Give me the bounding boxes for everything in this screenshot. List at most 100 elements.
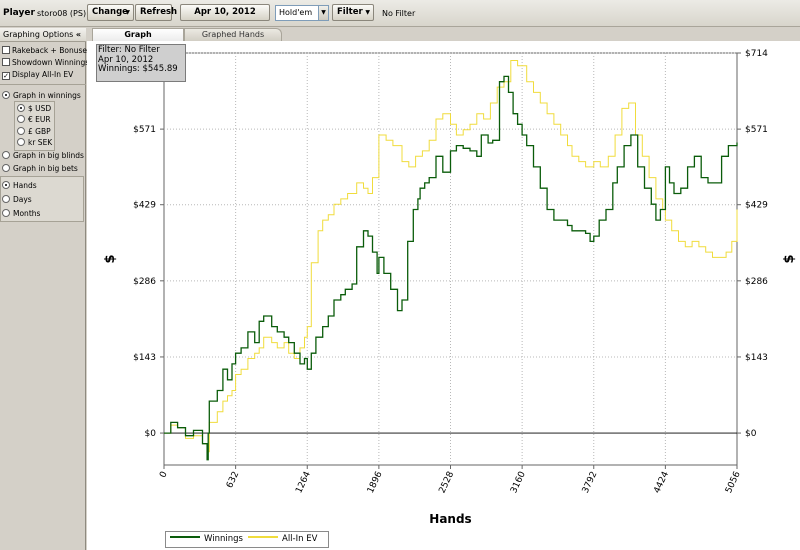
- change-button[interactable]: Change ▼: [87, 4, 134, 21]
- filter-button-label: Filter: [337, 7, 363, 17]
- rakeback-checkbox[interactable]: Rakeback + Bonuses: [2, 45, 91, 56]
- y-tick-label-right: $714: [745, 49, 768, 59]
- radio-icon: [2, 181, 10, 189]
- y-tick-label-left: $0: [145, 429, 157, 439]
- allin-ev-line: [164, 60, 738, 453]
- x-tick-label: 2528: [437, 470, 456, 495]
- days-radio[interactable]: Days: [2, 194, 32, 205]
- hands-label: Hands: [13, 181, 37, 190]
- game-value: Hold'em: [279, 8, 313, 17]
- winnings-line: [164, 75, 738, 461]
- x-tick-label: 4424: [652, 470, 671, 495]
- currency-gbp-label: £ GBP: [28, 127, 51, 136]
- player-label: Player: [3, 8, 35, 18]
- legend-swatch-winnings: [170, 536, 200, 538]
- graphing-options-header: Graphing Options «: [0, 28, 86, 42]
- chevron-down-icon: ▼: [125, 9, 130, 16]
- checkbox-icon: [2, 58, 10, 66]
- showdown-winnings-checkbox[interactable]: Showdown Winnings: [2, 57, 89, 68]
- graph-in-big-bets-radio[interactable]: Graph in big bets: [2, 163, 78, 174]
- legend-label-allin-ev: All-In EV: [282, 534, 318, 544]
- y-tick-label-left: $286: [133, 277, 156, 287]
- top-toolbar: Player storo08 (PS) Change ▼ Refresh Apr…: [0, 0, 800, 27]
- radio-icon: [17, 138, 25, 146]
- radio-icon: [17, 115, 25, 123]
- currency-eur-radio[interactable]: € EUR: [17, 114, 51, 125]
- chevron-down-icon: ▼: [318, 6, 328, 20]
- radio-icon: [17, 127, 25, 135]
- y-tick-label-left: $429: [133, 201, 156, 211]
- y-tick-label-right: $286: [745, 277, 768, 287]
- tab-graphed-hands[interactable]: Graphed Hands: [184, 28, 282, 41]
- x-tick-label: 1264: [294, 470, 313, 495]
- x-tick-label: 3792: [581, 470, 600, 495]
- y-tick-label-right: $0: [745, 429, 757, 439]
- legend-item-allin-ev: All-In EV: [248, 535, 317, 544]
- currency-gbp-radio[interactable]: £ GBP: [17, 126, 51, 137]
- display-allin-ev-checkbox[interactable]: ✓ Display All-In EV: [2, 69, 73, 80]
- refresh-button-label: Refresh: [140, 7, 178, 17]
- radio-icon: [2, 195, 10, 203]
- x-tick-label: 1896: [366, 470, 385, 495]
- months-radio[interactable]: Months: [2, 208, 40, 219]
- currency-eur-label: € EUR: [28, 115, 51, 124]
- info-box: Filter: No Filter Apr 10, 2012 Winnings:…: [96, 44, 186, 82]
- radio-icon: [17, 104, 25, 112]
- graph-in-big-blinds-radio[interactable]: Graph in big blinds: [2, 150, 84, 161]
- big-bets-label: Graph in big bets: [13, 164, 78, 173]
- x-axis-mode-group: [0, 176, 84, 222]
- divider: [0, 84, 86, 85]
- rakeback-label: Rakeback + Bonuses: [12, 46, 91, 55]
- x-tick-label: 0: [158, 470, 170, 480]
- allin-ev-label: Display All-In EV: [12, 70, 74, 79]
- date-value: Apr 10, 2012: [194, 7, 256, 17]
- y-axis-label-left: $: [103, 254, 118, 263]
- filter-button[interactable]: Filter ▼: [332, 4, 374, 21]
- currency-usd-radio[interactable]: $ USD: [17, 103, 51, 114]
- y-tick-label-left: $143: [133, 353, 156, 363]
- date-button[interactable]: Apr 10, 2012: [180, 4, 270, 21]
- legend-item-winnings: Winnings: [170, 535, 243, 544]
- y-tick-label-right: $571: [745, 125, 768, 135]
- game-select[interactable]: Hold'em ▼: [275, 5, 329, 21]
- y-axis-label-right: $: [782, 254, 797, 263]
- graph-in-winnings-label: Graph in winnings: [13, 91, 81, 100]
- radio-icon: [2, 164, 10, 172]
- winnings-chart: 0 632 1264 1896 2528 3160 3792 4424 5056 $0 $0 $143…: [103, 49, 797, 526]
- radio-icon: [2, 151, 10, 159]
- graph-in-winnings-radio[interactable]: Graph in winnings: [2, 90, 81, 101]
- change-button-label: Change: [92, 7, 128, 17]
- graph-area: 0 632 1264 1896 2528 3160 3792 4424 5056 $0 $0 $143…: [87, 41, 800, 550]
- graphing-options-panel: Graphing Options « Rakeback + Bonuses Sh…: [0, 28, 91, 550]
- collapse-icon[interactable]: «: [75, 30, 81, 39]
- checkmark-icon: ✓: [2, 72, 10, 80]
- info-winnings: Winnings: $545.89: [98, 64, 178, 74]
- chevron-down-icon: ▼: [365, 9, 370, 16]
- y-tick-label-left: $571: [133, 125, 156, 135]
- info-date: Apr 10, 2012: [98, 54, 154, 65]
- currency-sek-label: kr SEK: [28, 138, 53, 147]
- y-tick-label-right: $429: [745, 201, 768, 211]
- chart-legend: Winnings All-In EV: [165, 531, 329, 548]
- currency-sek-radio[interactable]: kr SEK: [17, 137, 52, 148]
- x-tick-label: 632: [225, 470, 241, 490]
- x-tick-label: 3160: [509, 470, 528, 495]
- hands-radio[interactable]: Hands: [2, 180, 37, 191]
- refresh-button[interactable]: Refresh: [135, 4, 177, 21]
- graphing-options-title: Graphing Options: [3, 30, 74, 39]
- info-filter: Filter: No Filter: [98, 45, 160, 55]
- legend-swatch-allin-ev: [248, 536, 278, 538]
- showdown-label: Showdown Winnings: [12, 58, 90, 67]
- currency-usd-label: $ USD: [28, 104, 52, 113]
- player-name: storo08 (PS): [37, 9, 87, 18]
- filter-status: No Filter: [382, 9, 416, 18]
- checkbox-icon: [2, 46, 10, 54]
- radio-icon: [2, 209, 10, 217]
- radio-icon: [2, 91, 10, 99]
- days-label: Days: [13, 195, 32, 204]
- legend-label-winnings: Winnings: [204, 534, 243, 544]
- x-tick-label: 5056: [724, 470, 743, 495]
- tab-graph[interactable]: Graph: [92, 28, 184, 41]
- y-tick-label-right: $143: [745, 353, 768, 363]
- x-axis-label: Hands: [429, 512, 471, 526]
